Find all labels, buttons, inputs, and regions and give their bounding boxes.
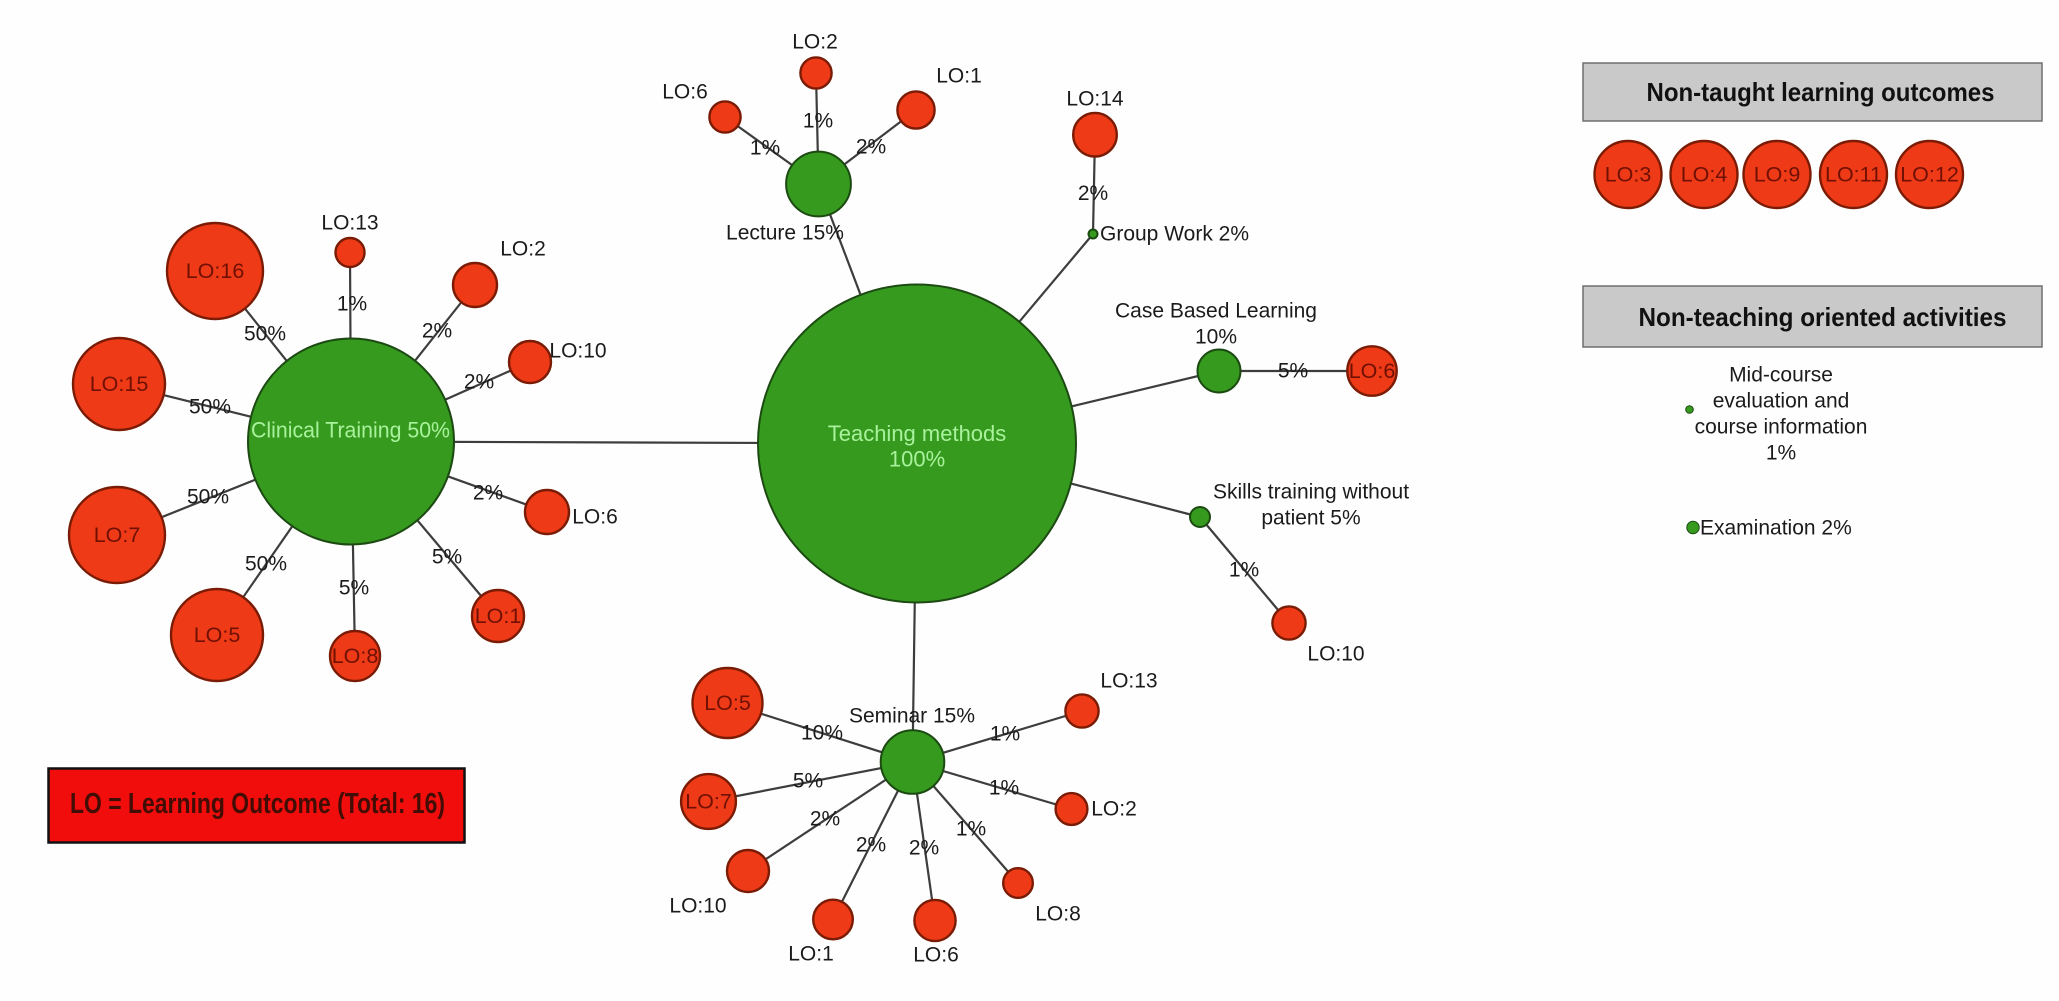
svg-text:LO:6: LO:6 <box>662 81 708 104</box>
svg-text:10%: 10% <box>1195 326 1237 349</box>
svg-text:course information: course information <box>1695 416 1868 439</box>
svg-text:5%: 5% <box>339 577 369 600</box>
svg-text:2%: 2% <box>473 482 503 505</box>
svg-text:2%: 2% <box>856 834 886 857</box>
svg-text:LO:16: LO:16 <box>186 259 245 283</box>
svg-text:5%: 5% <box>432 546 462 569</box>
svg-text:LO:10: LO:10 <box>1307 643 1364 666</box>
svg-text:1%: 1% <box>337 293 367 316</box>
svg-text:Non-taught learning outcomes: Non-taught learning outcomes <box>1647 77 1995 107</box>
svg-text:LO:13: LO:13 <box>1100 670 1157 693</box>
svg-text:2%: 2% <box>810 808 840 831</box>
svg-text:1%: 1% <box>1766 442 1796 465</box>
svg-text:50%: 50% <box>189 396 231 419</box>
svg-text:50%: 50% <box>244 323 286 346</box>
svg-text:LO:5: LO:5 <box>704 691 751 715</box>
svg-text:evaluation and: evaluation and <box>1713 390 1850 413</box>
svg-text:Mid-course: Mid-course <box>1729 364 1833 387</box>
svg-text:LO:5: LO:5 <box>194 623 241 647</box>
svg-text:LO:11: LO:11 <box>1825 163 1882 187</box>
svg-text:10%: 10% <box>801 722 843 745</box>
svg-text:2%: 2% <box>464 371 494 394</box>
svg-text:100%: 100% <box>889 447 945 472</box>
svg-text:LO:6: LO:6 <box>572 506 618 529</box>
svg-text:50%: 50% <box>245 553 287 576</box>
svg-text:LO:14: LO:14 <box>1066 88 1124 111</box>
svg-text:2%: 2% <box>856 136 886 159</box>
svg-text:2%: 2% <box>909 837 939 860</box>
svg-text:LO:4: LO:4 <box>1681 163 1728 187</box>
svg-text:Skills training without: Skills training without <box>1213 481 1409 504</box>
svg-text:LO:1: LO:1 <box>936 65 982 88</box>
svg-text:LO:10: LO:10 <box>669 895 726 918</box>
svg-text:1%: 1% <box>803 110 833 133</box>
svg-text:LO = Learning Outcome (Total:: LO = Learning Outcome (Total: 16) <box>70 788 445 820</box>
svg-text:50%: 50% <box>187 486 229 509</box>
svg-text:LO:8: LO:8 <box>332 644 379 668</box>
svg-text:Teaching methods: Teaching methods <box>828 421 1007 446</box>
svg-text:Non-teaching oriented activiti: Non-teaching oriented activities <box>1639 302 2007 332</box>
svg-text:Group Work 2%: Group Work 2% <box>1100 223 1249 246</box>
svg-text:LO:13: LO:13 <box>321 212 378 235</box>
svg-text:5%: 5% <box>1278 360 1308 383</box>
svg-text:LO:1: LO:1 <box>788 943 834 966</box>
svg-text:1%: 1% <box>1229 559 1259 582</box>
svg-text:Seminar 15%: Seminar 15% <box>849 705 975 728</box>
svg-text:LO:2: LO:2 <box>792 31 838 54</box>
svg-text:Clinical Training 50%: Clinical Training 50% <box>251 418 450 443</box>
svg-text:LO:15: LO:15 <box>90 372 149 396</box>
svg-text:2%: 2% <box>1078 182 1108 205</box>
svg-text:LO:2: LO:2 <box>1091 798 1137 821</box>
svg-text:Examination 2%: Examination 2% <box>1700 517 1852 540</box>
svg-text:1%: 1% <box>990 723 1020 746</box>
svg-text:LO:2: LO:2 <box>500 238 546 261</box>
svg-text:LO:7: LO:7 <box>94 523 141 547</box>
svg-text:LO:8: LO:8 <box>1035 903 1081 926</box>
svg-text:1%: 1% <box>989 777 1019 800</box>
svg-text:LO:1: LO:1 <box>475 604 522 628</box>
svg-text:5%: 5% <box>793 770 823 793</box>
svg-text:1%: 1% <box>750 137 780 160</box>
svg-text:LO:12: LO:12 <box>1900 163 1959 187</box>
svg-text:LO:3: LO:3 <box>1605 163 1652 187</box>
svg-text:Lecture 15%: Lecture 15% <box>726 222 844 245</box>
svg-text:LO:7: LO:7 <box>685 790 732 814</box>
svg-text:Case Based Learning: Case Based Learning <box>1115 300 1317 323</box>
svg-text:LO:6: LO:6 <box>1349 359 1396 383</box>
svg-text:LO:10: LO:10 <box>549 340 606 363</box>
svg-text:patient 5%: patient 5% <box>1261 507 1360 530</box>
svg-text:1%: 1% <box>956 818 986 841</box>
svg-text:2%: 2% <box>422 320 452 343</box>
svg-text:LO:6: LO:6 <box>913 944 959 967</box>
svg-text:LO:9: LO:9 <box>1754 163 1801 187</box>
